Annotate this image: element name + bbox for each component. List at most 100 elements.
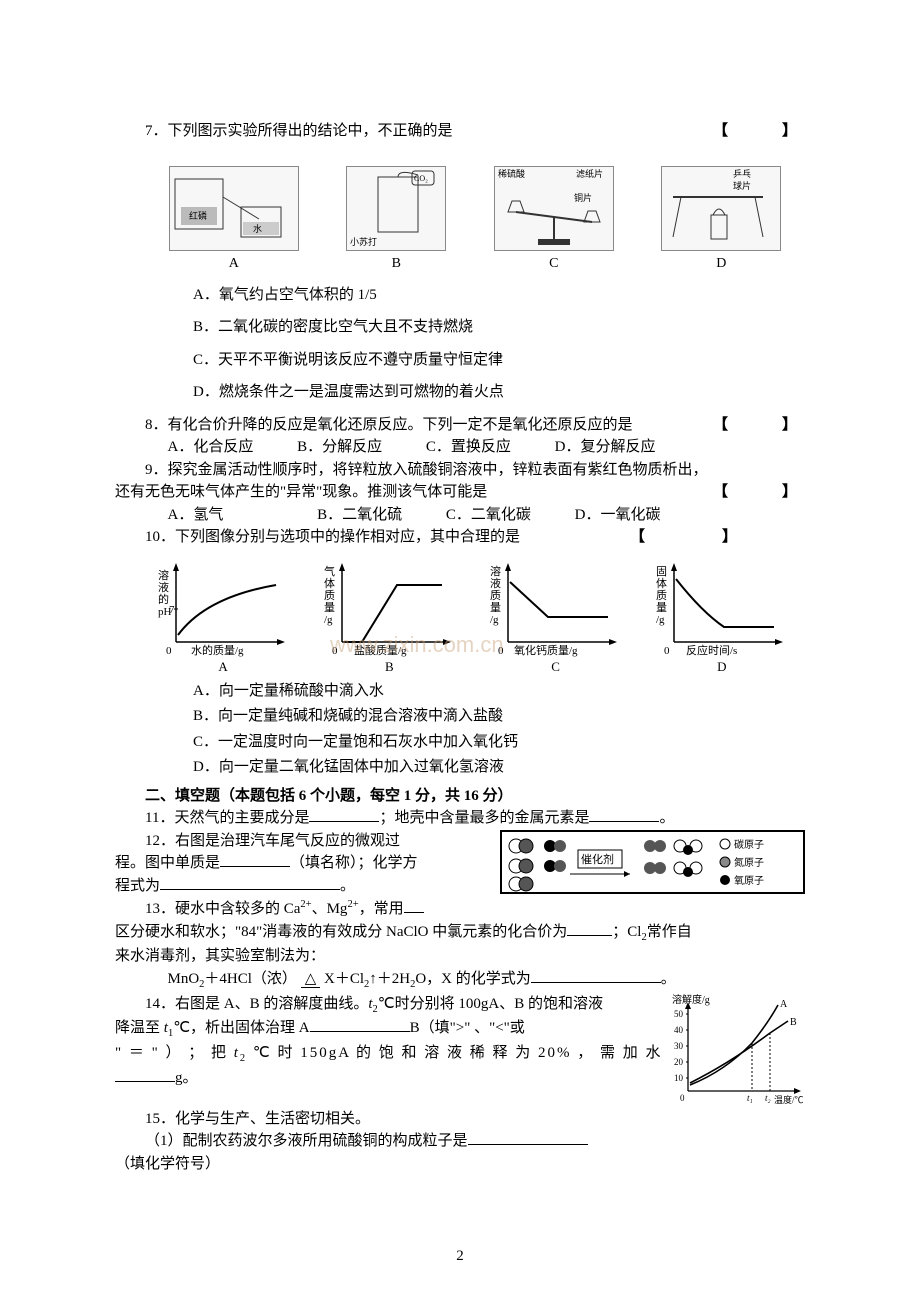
q11-text: 11．天然气的主要成分是 bbox=[145, 810, 309, 826]
q12-blank2[interactable] bbox=[160, 889, 340, 890]
svg-text:40: 40 bbox=[674, 1025, 684, 1035]
svg-text:质: 质 bbox=[656, 589, 667, 602]
q7-fig-d: 乒乓 球片 D bbox=[661, 166, 781, 274]
q8-opt-c: C．置换反应 bbox=[426, 436, 511, 459]
q7-opt-c: C．天平不平衡说明该反应不遵守质量守恒定律 bbox=[193, 349, 805, 372]
balance-icon: 稀硫酸 滤纸片 铜片 bbox=[496, 167, 612, 249]
q7-fig-b: CO₂ 小苏打 B bbox=[346, 166, 446, 274]
q13-eq-pre: MnO bbox=[168, 971, 200, 987]
q7-opt-d: D．燃烧条件之一是温度需达到可燃物的着火点 bbox=[193, 381, 805, 404]
solubility-chart: 溶解度/g 50 40 30 20 10 0 A B t₁ t₂ 温度/℃ bbox=[670, 993, 805, 1108]
molecule-svg: 催化剂 碳原子 氮原子 氧原子 bbox=[502, 832, 803, 892]
q14-l2a: 降温至 bbox=[115, 1020, 164, 1036]
q13-blank2[interactable] bbox=[531, 982, 661, 983]
molecule-diagram: 催化剂 碳原子 氮原子 氧原子 bbox=[500, 830, 805, 894]
svg-text:催化剂: 催化剂 bbox=[581, 852, 614, 866]
q8-stem-line: 8．有化合价升降的反应是氧化还原反应。下列一定不是氧化还原反应的是 【 】 bbox=[115, 414, 805, 437]
svg-text:/g: /g bbox=[490, 614, 499, 626]
q9-options: A．氢气 B．二氧化硫 C．二氧化碳 D．一氧化碳 bbox=[168, 504, 806, 527]
svg-text:质: 质 bbox=[490, 589, 501, 602]
q10-chart-c-label: C bbox=[551, 657, 560, 677]
q7-fig-c-label: C bbox=[549, 253, 558, 274]
q9-stem2-line: 还有无色无味气体产生的"异常"现象。推测该气体可能是 【 】 bbox=[115, 481, 805, 504]
q13-eq-m4: O，X 的化学式为 bbox=[415, 971, 530, 987]
q10-chart-b: 气 体 质 量 /g 0 盐酸质量/g B bbox=[322, 557, 457, 677]
q15-blank1[interactable] bbox=[468, 1144, 588, 1145]
q12-block: 催化剂 碳原子 氮原子 氧原子 12．右图是治理汽车尾气反应的微观过 程。图中单… bbox=[115, 830, 805, 898]
q8-stem: 8．有化合价升降的反应是氧化还原反应。下列一定不是氧化还原反应的是 bbox=[115, 414, 633, 437]
q10-opt-a: A．向一定量稀硫酸中滴入水 bbox=[193, 680, 805, 703]
q10-chart-a-label: A bbox=[218, 657, 227, 677]
q14-l3b: ℃ 时 150gA 的 饱 和 溶 液 稀 释 为 20% ， 需 加 水 bbox=[247, 1045, 662, 1061]
section2-title: 二、填空题（本题包括 6 个小题，每空 1 分，共 16 分） bbox=[115, 785, 805, 808]
svg-text:0: 0 bbox=[332, 645, 338, 657]
q10-stem-line: 10．下列图像分别与选项中的操作相对应，其中合理的是 【 】 bbox=[115, 526, 805, 549]
q10-chart-a: 溶 液 的 pH 7 0 水的质量/g A bbox=[156, 557, 291, 677]
apparatus-icon: 红磷 水 bbox=[171, 167, 297, 249]
q13-blank0[interactable] bbox=[404, 912, 424, 913]
svg-text:量: 量 bbox=[324, 601, 335, 614]
q7-fig-a: 红磷 水 A bbox=[169, 166, 299, 274]
q10-chart-b-label: B bbox=[385, 657, 394, 677]
svg-text:/g: /g bbox=[324, 614, 333, 626]
q9-opt-c: C．二氧化碳 bbox=[446, 504, 531, 527]
q12-l2a: 程。图中单质是 bbox=[115, 855, 220, 871]
q9-opt-b: B．二氧化硫 bbox=[317, 504, 402, 527]
svg-text:氧原子: 氧原子 bbox=[734, 874, 764, 887]
svg-text:t₂: t₂ bbox=[765, 1093, 771, 1103]
q10-chart-c: 溶 液 质 量 /g 0 氧化钙质量/g C bbox=[488, 557, 623, 677]
chart-a-xlabel: 水的质量/g bbox=[191, 643, 244, 657]
chart-a-ylabel: 溶 bbox=[158, 568, 169, 582]
q13-eq-m2: X＋Cl bbox=[324, 971, 364, 987]
q14-l4a: g。 bbox=[175, 1070, 198, 1086]
svg-text:温度/℃: 温度/℃ bbox=[774, 1094, 804, 1105]
q13-l2b: ；Cl bbox=[612, 924, 641, 940]
q14-l3a: " ＝ " ） ； 把 bbox=[115, 1045, 234, 1061]
q8-options: A．化合反应 B．分解反应 C．置换反应 D．复分解反应 bbox=[168, 436, 806, 459]
svg-text:稀硫酸: 稀硫酸 bbox=[498, 168, 525, 179]
q7-fig-b-label: B bbox=[392, 253, 401, 274]
q13-l2: 区分硬水和软水；"84"消毒液的有效成分 NaClO 中氯元素的化合价为；Cl2… bbox=[115, 921, 805, 946]
q10-bracket: 【 】 bbox=[630, 526, 745, 549]
svg-text:乒乓: 乒乓 bbox=[733, 168, 751, 179]
q12-blank1[interactable] bbox=[220, 866, 290, 867]
q7-bracket: 【 】 bbox=[713, 120, 805, 143]
q7-fig-b-img: CO₂ 小苏打 bbox=[346, 166, 446, 251]
svg-text:50: 50 bbox=[674, 1009, 684, 1019]
q13-l2c: 常作自 bbox=[647, 924, 692, 940]
q8-bracket: 【 】 bbox=[713, 414, 805, 437]
q13-l1c: ，常用 bbox=[359, 901, 404, 917]
chart-a-svg: 溶 液 的 pH 7 0 水的质量/g bbox=[156, 557, 291, 657]
svg-text:A: A bbox=[780, 999, 788, 1010]
svg-text:质: 质 bbox=[324, 589, 335, 602]
q13-eq-delta: △ bbox=[301, 971, 321, 988]
q10-stem: 10．下列图像分别与选项中的操作相对应，其中合理的是 bbox=[115, 526, 520, 549]
q10-opt-c: C．一定温度时向一定量饱和石灰水中加入氧化钙 bbox=[193, 731, 805, 754]
q14-blank2[interactable] bbox=[115, 1081, 175, 1082]
q13-l1b: 、Mg bbox=[312, 901, 348, 917]
q10-chart-row: 溶 液 的 pH 7 0 水的质量/g A 气 体 质 量 /g 0 盐酸质量/… bbox=[140, 557, 805, 677]
q13-blank1[interactable] bbox=[567, 935, 612, 936]
q14-l1b: ℃时分别将 100gA、B 的饱和溶液 bbox=[378, 996, 603, 1012]
q8-opt-d: D．复分解反应 bbox=[555, 436, 656, 459]
apparatus-icon: CO₂ 小苏打 bbox=[348, 167, 444, 249]
q14-blank1[interactable] bbox=[310, 1031, 410, 1032]
q13-l3: 来水消毒剂，其实验室制法为： bbox=[115, 945, 805, 968]
q11-blank1[interactable] bbox=[309, 821, 379, 822]
q7-fig-d-img: 乒乓 球片 bbox=[661, 166, 781, 251]
svg-text:0: 0 bbox=[498, 645, 504, 657]
q7-fig-a-label: A bbox=[229, 253, 239, 274]
svg-text:水: 水 bbox=[253, 223, 262, 234]
q11: 11．天然气的主要成分是；地壳中含量最多的金属元素是。 bbox=[115, 807, 805, 830]
chart-c-svg: 溶 液 质 量 /g 0 氧化钙质量/g bbox=[488, 557, 623, 657]
q12-l3a: 程式为 bbox=[115, 878, 160, 894]
q9-stem2: 还有无色无味气体产生的"异常"现象。推测该气体可能是 bbox=[115, 481, 487, 504]
q11-blank2[interactable] bbox=[589, 821, 659, 822]
q8-opt-a: A．化合反应 bbox=[168, 436, 254, 459]
svg-text:0: 0 bbox=[166, 645, 172, 657]
q10-chart-d-label: D bbox=[717, 657, 726, 677]
svg-text:量: 量 bbox=[490, 601, 501, 614]
q10-opt-d: D．向一定量二氧化锰固体中加入过氧化氢溶液 bbox=[193, 756, 805, 779]
q13-eq: MnO2＋4HCl（浓） △ X＋Cl2↑＋2H2O，X 的化学式为。 bbox=[115, 968, 805, 993]
q13-l1: 13．硬水中含较多的 Ca2+、Mg2+，常用 bbox=[115, 897, 805, 921]
